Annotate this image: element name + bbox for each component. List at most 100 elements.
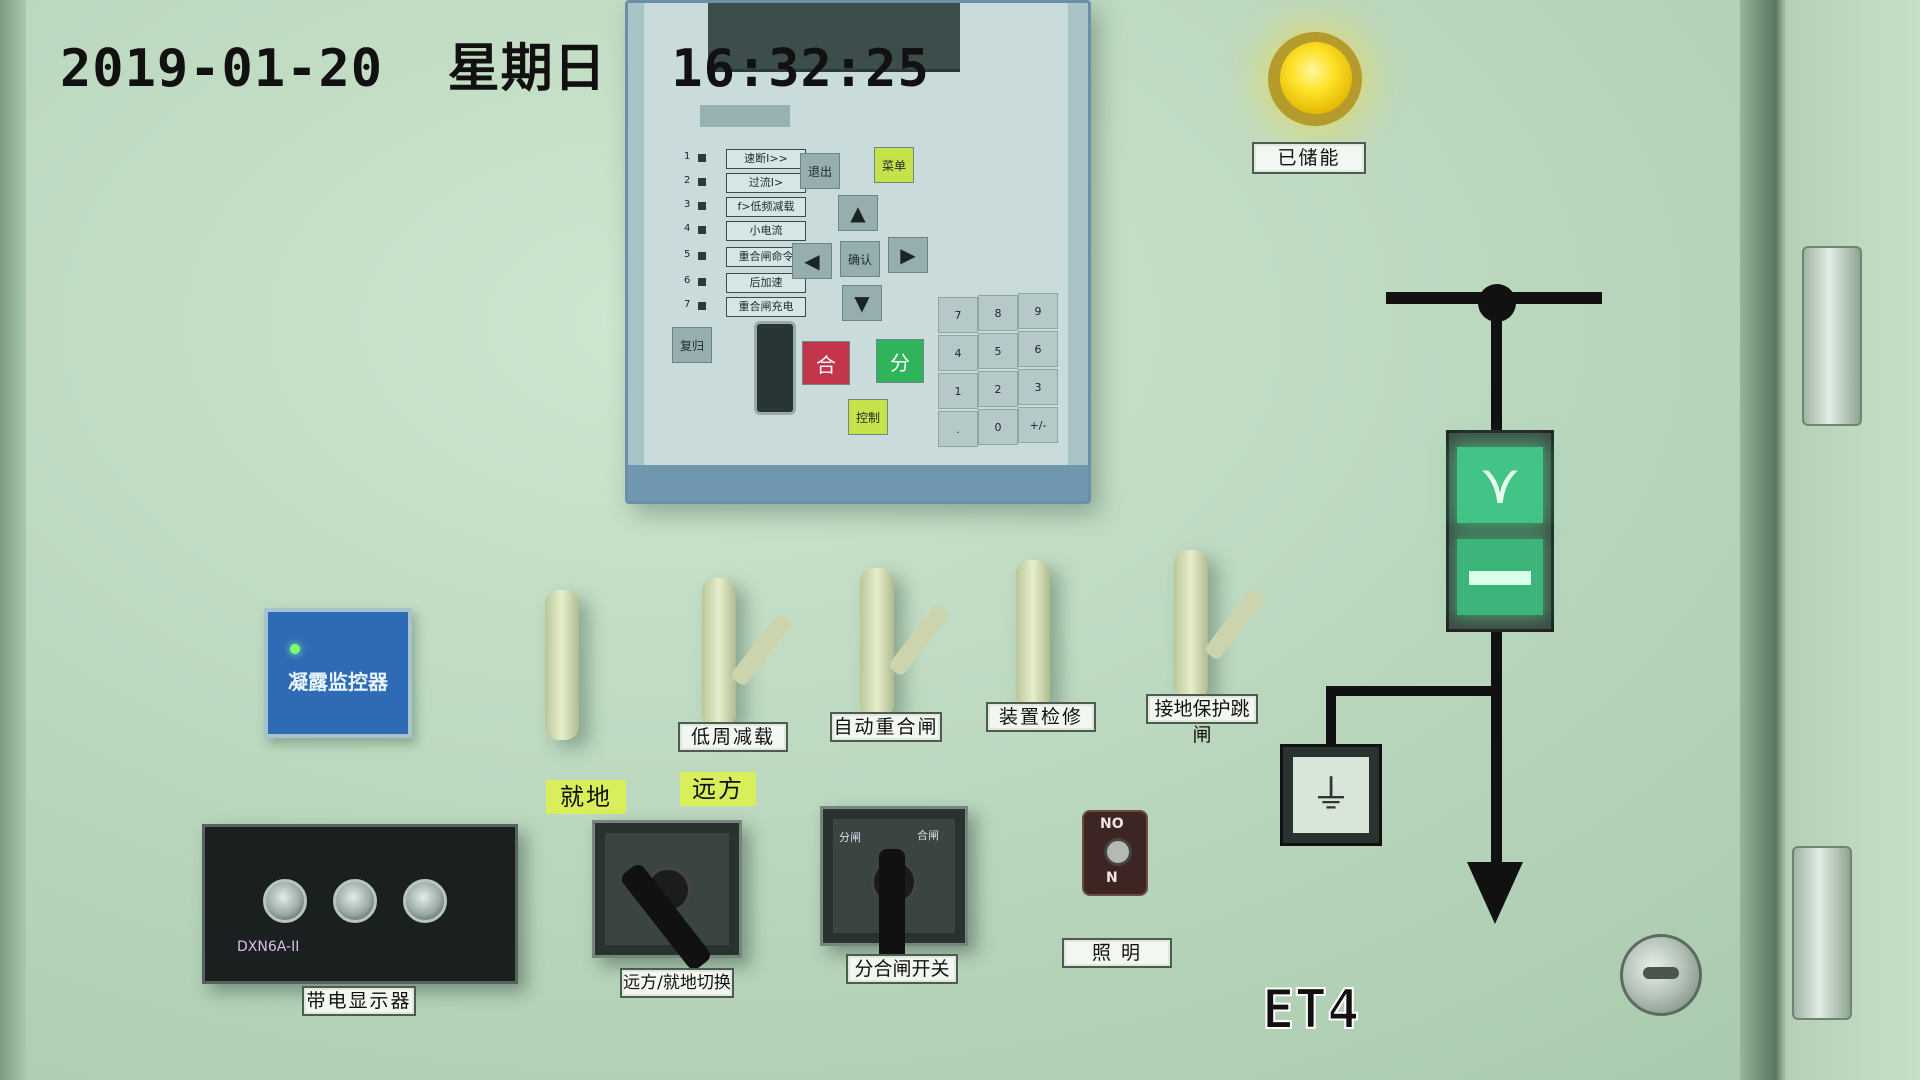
status-led: [698, 202, 706, 210]
numpad-key[interactable]: 6: [1018, 331, 1058, 367]
breaker-position-indicator: ⋎: [1446, 430, 1554, 632]
status-led: [698, 302, 706, 310]
earth-switch-indicator: ⏚: [1280, 744, 1382, 846]
numpad-key[interactable]: +/-: [1018, 407, 1058, 443]
menu-button[interactable]: 菜单: [874, 147, 914, 183]
pressure-plate-maintenance[interactable]: [1016, 560, 1050, 710]
numpad-key[interactable]: 5: [978, 333, 1018, 369]
panel-left-edge: [0, 0, 26, 1080]
toggle-lever[interactable]: [1104, 838, 1132, 866]
numpad-key[interactable]: 1: [938, 373, 978, 409]
lighting-toggle-switch[interactable]: NO N: [1082, 810, 1148, 896]
arrow-down-button[interactable]: ▼: [842, 285, 882, 321]
lighting-label: 照 明: [1062, 938, 1172, 968]
led-row-1: 1 速断I>>: [684, 149, 834, 169]
pressure-plate-autoreclose[interactable]: [860, 568, 894, 718]
breaker-open-indicator-icon: ⋎: [1457, 447, 1543, 523]
arrow-right-icon: ▶: [900, 243, 916, 267]
arrow-left-button[interactable]: ◀: [792, 243, 832, 279]
breaker-control-switch-label: 分合闸开关: [846, 954, 958, 984]
status-led: [698, 278, 706, 286]
toggle-off-text: N: [1106, 870, 1118, 886]
led-label: 速断I>>: [726, 149, 806, 169]
mimic-arrow-down-icon: [1467, 862, 1523, 924]
relay-faceplate: 1 速断I>> 2 过流I> 3 f>低频减载 4 小电流 5 重合闸命令 6 …: [644, 3, 1068, 465]
remote-local-switch[interactable]: [592, 820, 742, 973]
led-label: 小电流: [726, 221, 806, 241]
local-mode-tag: 就地: [546, 780, 626, 814]
underfreq-plate-label: 低周减载: [678, 722, 788, 752]
door-lock[interactable]: [1620, 934, 1702, 1016]
stored-energy-lamp: [1280, 42, 1352, 114]
arrow-right-button[interactable]: ▶: [888, 237, 928, 273]
remote-mode-tag: 远方: [680, 772, 756, 806]
mimic-earth-drop: [1326, 686, 1336, 746]
led-row-7: 7 重合闸充电: [684, 297, 834, 317]
led-row-6: 6 后加速: [684, 273, 834, 293]
exit-button[interactable]: 退出: [800, 153, 840, 189]
pressure-plate-underfreq[interactable]: [702, 578, 736, 728]
arrow-up-icon: ▲: [850, 201, 866, 225]
numpad-key[interactable]: 3: [1018, 369, 1058, 405]
close-side-label: 合闸: [917, 829, 939, 842]
monitor-power-led: [290, 644, 300, 654]
breaker-close-indicator: [1457, 539, 1543, 615]
status-led: [698, 154, 706, 162]
close-bar-icon: [1469, 571, 1531, 585]
breaker-control-switch[interactable]: 分闸 合闸: [820, 806, 968, 969]
arrow-up-button[interactable]: ▲: [838, 195, 878, 231]
numpad-key[interactable]: 8: [978, 295, 1018, 331]
serial-port-connector: [754, 321, 796, 415]
arrow-left-icon: ◀: [804, 249, 820, 273]
earth-trip-plate-label: 接地保护跳闸: [1146, 694, 1258, 746]
confirm-button[interactable]: 确认: [840, 241, 880, 277]
toggle-on-text: NO: [1100, 816, 1124, 832]
pressure-plate-earth-trip[interactable]: [1174, 550, 1208, 700]
reset-button[interactable]: 复归: [672, 327, 712, 363]
numpad-key[interactable]: 7: [938, 297, 978, 333]
status-led: [698, 226, 706, 234]
camera-id-label: ET4: [1261, 977, 1361, 1042]
stored-energy-label: 已储能: [1252, 142, 1366, 174]
autoreclose-plate-label: 自动重合闸: [830, 712, 942, 742]
led-number: 6: [684, 275, 691, 286]
control-button[interactable]: 控制: [848, 399, 888, 435]
led-row-4: 4 小电流: [684, 221, 834, 241]
switch-knob[interactable]: [879, 849, 905, 969]
led-label: 后加速: [726, 273, 806, 293]
maintenance-plate-label: 装置检修: [986, 702, 1096, 732]
door-hinge-upper: [1802, 246, 1862, 426]
open-side-label: 分闸: [839, 831, 861, 844]
monitor-name: 凝露监控器: [288, 670, 388, 694]
status-led: [698, 252, 706, 260]
keyhole-icon: [1643, 967, 1679, 979]
numpad-key[interactable]: 4: [938, 335, 978, 371]
relay-title-plate: [700, 105, 790, 127]
led-label: 过流I>: [726, 173, 806, 193]
live-display-model: DXN6A-II: [237, 939, 300, 955]
led-label: 重合闸充电: [726, 297, 806, 317]
led-number: 4: [684, 223, 691, 234]
arrow-down-icon: ▼: [854, 291, 870, 315]
pressure-plate-spare[interactable]: [545, 590, 579, 740]
relay-lcd-screen: [708, 3, 960, 72]
numpad-key[interactable]: 9: [1018, 293, 1058, 329]
close-breaker-button[interactable]: 合: [802, 341, 850, 385]
phase-a-lamp: [263, 879, 307, 923]
mimic-earth-branch: [1326, 686, 1498, 696]
led-row-3: 3 f>低频减载: [684, 197, 834, 217]
phase-c-lamp: [403, 879, 447, 923]
led-number: 1: [684, 151, 691, 162]
led-number: 7: [684, 299, 691, 310]
mimic-feeder-upper: [1491, 304, 1502, 432]
open-breaker-button[interactable]: 分: [876, 339, 924, 383]
numpad-key[interactable]: 0: [978, 409, 1018, 445]
status-led: [698, 178, 706, 186]
protection-relay-unit: 1 速断I>> 2 过流I> 3 f>低频减载 4 小电流 5 重合闸命令 6 …: [625, 0, 1091, 504]
door-hinge-lower: [1792, 846, 1852, 1020]
remote-local-switch-label: 远方/就地切换: [620, 968, 734, 998]
numpad-key[interactable]: .: [938, 411, 978, 447]
led-number: 3: [684, 199, 691, 210]
numpad-key[interactable]: 2: [978, 371, 1018, 407]
ground-icon: ⏚: [1293, 757, 1369, 833]
